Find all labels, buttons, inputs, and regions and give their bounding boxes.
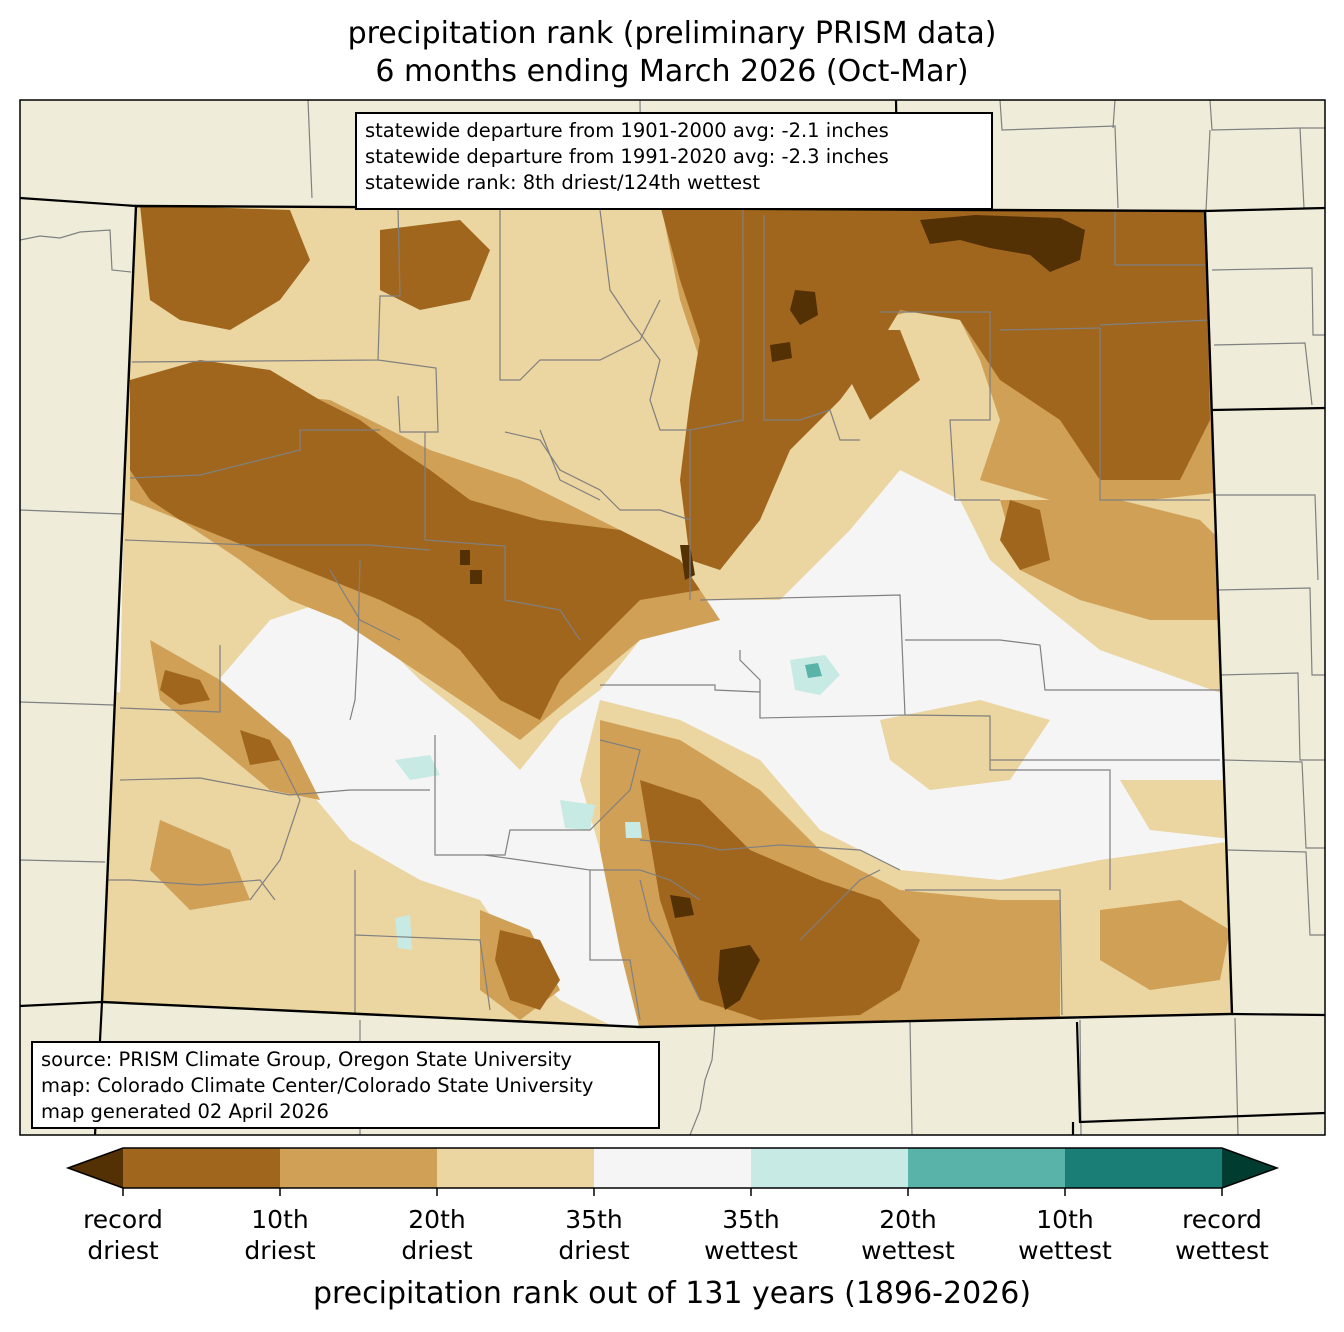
source-box: source: PRISM Climate Group, Oregon Stat…	[31, 1041, 660, 1129]
colorado-county-lines	[105, 207, 1220, 1021]
colorbar	[65, 1147, 1280, 1196]
colorbar-tick-label-bottom: wettest	[1018, 1236, 1112, 1265]
colorbar-tick-label: 20th driest	[357, 1204, 517, 1266]
colorbar-bin	[908, 1148, 1066, 1188]
colorbar-tick-label-top: 10th	[251, 1205, 309, 1234]
map-title-line-2: 6 months ending March 2026 (Oct-Mar)	[375, 54, 969, 89]
colorbar-tick-label-bottom: driest	[558, 1236, 630, 1265]
source-line-1: source: PRISM Climate Group, Oregon Stat…	[41, 1048, 572, 1071]
colorbar-tick-label-top: record	[1182, 1205, 1262, 1234]
colorbar-tick-label: record wettest	[1142, 1204, 1302, 1266]
stats-line-3: statewide rank: 8th driest/124th wettest	[365, 171, 760, 194]
stats-line-1: statewide departure from 1901-2000 avg: …	[365, 119, 889, 142]
colorbar-tick-label: 35th driest	[514, 1204, 674, 1266]
colorbar-tick-label: 10th wettest	[985, 1204, 1145, 1266]
colorbar-bin	[594, 1148, 752, 1188]
colorbar-tick-label-top: 35th	[565, 1205, 623, 1234]
colorado-border	[100, 204, 1234, 1029]
statewide-stats-box: statewide departure from 1901-2000 avg: …	[355, 112, 993, 210]
source-line-2: map: Colorado Climate Center/Colorado St…	[41, 1074, 594, 1097]
colorbar-tick-label: record driest	[43, 1204, 203, 1266]
colorbar-bin	[123, 1148, 281, 1188]
colorbar-tick-label-bottom: driest	[401, 1236, 473, 1265]
map-title-line-1: precipitation rank (preliminary PRISM da…	[347, 16, 997, 51]
colorbar-arrow-right	[1222, 1148, 1277, 1188]
colorbar-bin	[751, 1148, 909, 1188]
precipitation-rank-field	[102, 206, 1232, 1027]
colorbar-tick-label: 35th wettest	[671, 1204, 831, 1266]
colorbar-tick-label: 10th driest	[200, 1204, 360, 1266]
colorbar-tick-label-bottom: driest	[87, 1236, 159, 1265]
colorbar-tick-label-top: 20th	[408, 1205, 466, 1234]
colorbar-bin	[280, 1148, 438, 1188]
colorbar-tick-label-top: record	[83, 1205, 163, 1234]
map-frame	[19, 99, 1326, 1136]
colorbar-tick-label-bottom: wettest	[1175, 1236, 1269, 1265]
colorbar-tick-label-top: 20th	[879, 1205, 937, 1234]
colorbar-tick-label-top: 10th	[1036, 1205, 1094, 1234]
neighbor-county-lines	[20, 100, 1325, 1135]
colorbar-tick-label-bottom: driest	[244, 1236, 316, 1265]
source-line-3: map generated 02 April 2026	[41, 1100, 329, 1123]
colorbar-tick-label-bottom: wettest	[704, 1236, 798, 1265]
colorbar-tick-label-top: 35th	[722, 1205, 780, 1234]
colorbar-title: precipitation rank out of 131 years (189…	[312, 1276, 1032, 1311]
colorbar-tick-label-bottom: wettest	[861, 1236, 955, 1265]
colorbar-tick-label: 20th wettest	[828, 1204, 988, 1266]
colorbar-bin	[1065, 1148, 1223, 1188]
colorbar-arrow-left	[68, 1148, 123, 1188]
colorbar-bin	[437, 1148, 595, 1188]
stats-line-2: statewide departure from 1991-2020 avg: …	[365, 145, 889, 168]
